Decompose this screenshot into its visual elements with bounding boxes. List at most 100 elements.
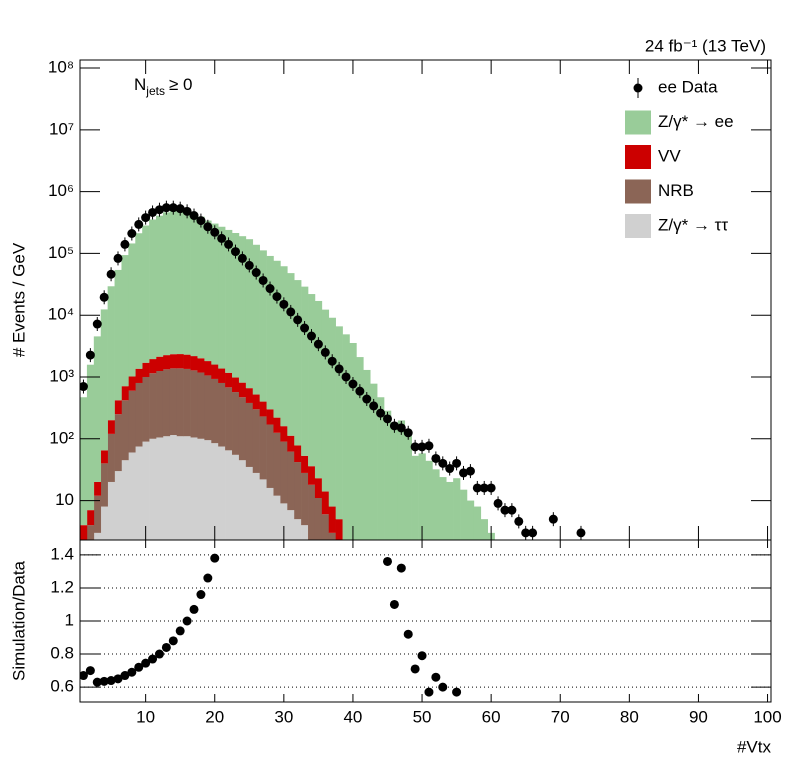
hist-bar <box>321 309 330 492</box>
hist-bar <box>301 455 309 473</box>
hist-bar <box>142 441 150 540</box>
hist-bar <box>225 387 233 451</box>
hist-bar <box>190 356 198 371</box>
hist-bar <box>321 491 330 515</box>
hist-bar <box>183 368 191 437</box>
y-tick-label: 10² <box>49 428 74 447</box>
data-point <box>106 269 116 279</box>
hist-bar <box>301 525 309 540</box>
data-point <box>376 408 386 418</box>
annotation-subscript: jets <box>145 84 165 98</box>
hist-bar <box>308 466 316 485</box>
hist-bar <box>135 446 143 540</box>
plot-area <box>80 553 462 697</box>
data-point <box>168 203 178 213</box>
x-tick-label: 30 <box>274 707 293 726</box>
legend-swatch <box>625 145 651 169</box>
y-tick-label: 10⁶ <box>48 181 74 200</box>
hist-bar <box>273 432 281 496</box>
y-axis-label: # Events / GeV <box>9 242 28 357</box>
legend-swatch <box>625 179 651 204</box>
hist-bar <box>114 414 122 472</box>
hist-bar <box>294 519 302 540</box>
hist-bar <box>93 336 102 482</box>
hist-bar <box>149 359 157 374</box>
data-point <box>237 253 247 263</box>
x-tick-label: 50 <box>413 707 432 726</box>
hist-bar <box>280 503 288 540</box>
hist-bar <box>128 452 136 540</box>
hist-bar <box>169 354 178 369</box>
hist-bar <box>425 460 433 540</box>
hist-bar <box>404 435 412 540</box>
y-tick-label: 1.2 <box>50 577 74 596</box>
ratio-point <box>431 672 441 682</box>
data-point <box>576 528 586 538</box>
hist-bar <box>169 435 178 540</box>
hist-bar <box>128 390 136 453</box>
hist-bar <box>197 372 205 439</box>
data-point <box>410 442 420 452</box>
ratio-point <box>154 649 164 659</box>
hist-bar <box>107 481 115 540</box>
hist-bar <box>135 382 143 447</box>
ratio-point <box>148 654 158 664</box>
hist-bar <box>232 233 240 378</box>
hist-bar <box>266 409 274 425</box>
data-point <box>396 423 406 433</box>
hist-bar <box>446 481 454 540</box>
hist-bar <box>294 462 302 520</box>
ratio-point <box>182 616 192 626</box>
hist-bar <box>162 369 171 437</box>
ratio-point <box>92 677 102 687</box>
hist-bar <box>142 362 150 377</box>
y-tick-label: 1.4 <box>50 544 74 563</box>
ratio-point <box>189 604 199 614</box>
x-tick-label: 10 <box>136 707 155 726</box>
data-point <box>465 466 475 476</box>
hist-bar <box>287 435 295 452</box>
hist-bar <box>156 437 164 540</box>
hist-bar <box>121 255 129 387</box>
legend-label: VV <box>658 146 681 165</box>
hist-bar <box>169 368 178 436</box>
ratio-point <box>134 662 144 672</box>
data-point <box>175 204 185 214</box>
data-point <box>120 239 130 249</box>
hist-bar <box>301 286 309 456</box>
data-point <box>521 528 531 538</box>
hist-bar <box>287 451 295 511</box>
hist-bar <box>114 471 122 540</box>
data-point <box>313 339 323 349</box>
data-point <box>355 386 365 396</box>
data-point <box>113 253 123 263</box>
ratio-point <box>113 674 123 684</box>
hist-bar <box>328 317 336 507</box>
data-point <box>514 516 524 526</box>
hist-bar <box>114 269 122 401</box>
hist-bar <box>176 354 184 369</box>
ratio-point <box>120 671 130 681</box>
legend-label: Z/γ* → ee <box>658 112 734 131</box>
hist-bar <box>218 446 226 540</box>
data-point <box>507 505 517 515</box>
hist-bar <box>287 510 295 540</box>
hist-bar <box>328 506 336 533</box>
ratio-point <box>203 573 213 583</box>
hist-bar <box>100 506 108 540</box>
data-point <box>306 331 316 341</box>
hist-bar <box>162 355 171 370</box>
hist-bar <box>86 364 95 511</box>
legend-swatch <box>625 214 651 238</box>
ratio-point <box>389 599 399 609</box>
ratio-point <box>438 682 448 692</box>
data-point <box>348 379 358 389</box>
data-point <box>479 483 489 493</box>
data-point <box>286 307 296 317</box>
x-tick-label: 80 <box>620 707 639 726</box>
hist-bar <box>473 506 482 540</box>
hist-bar <box>190 213 198 357</box>
hist-bar <box>218 382 226 447</box>
hist-bar <box>342 334 350 540</box>
hist-bar <box>439 477 447 540</box>
